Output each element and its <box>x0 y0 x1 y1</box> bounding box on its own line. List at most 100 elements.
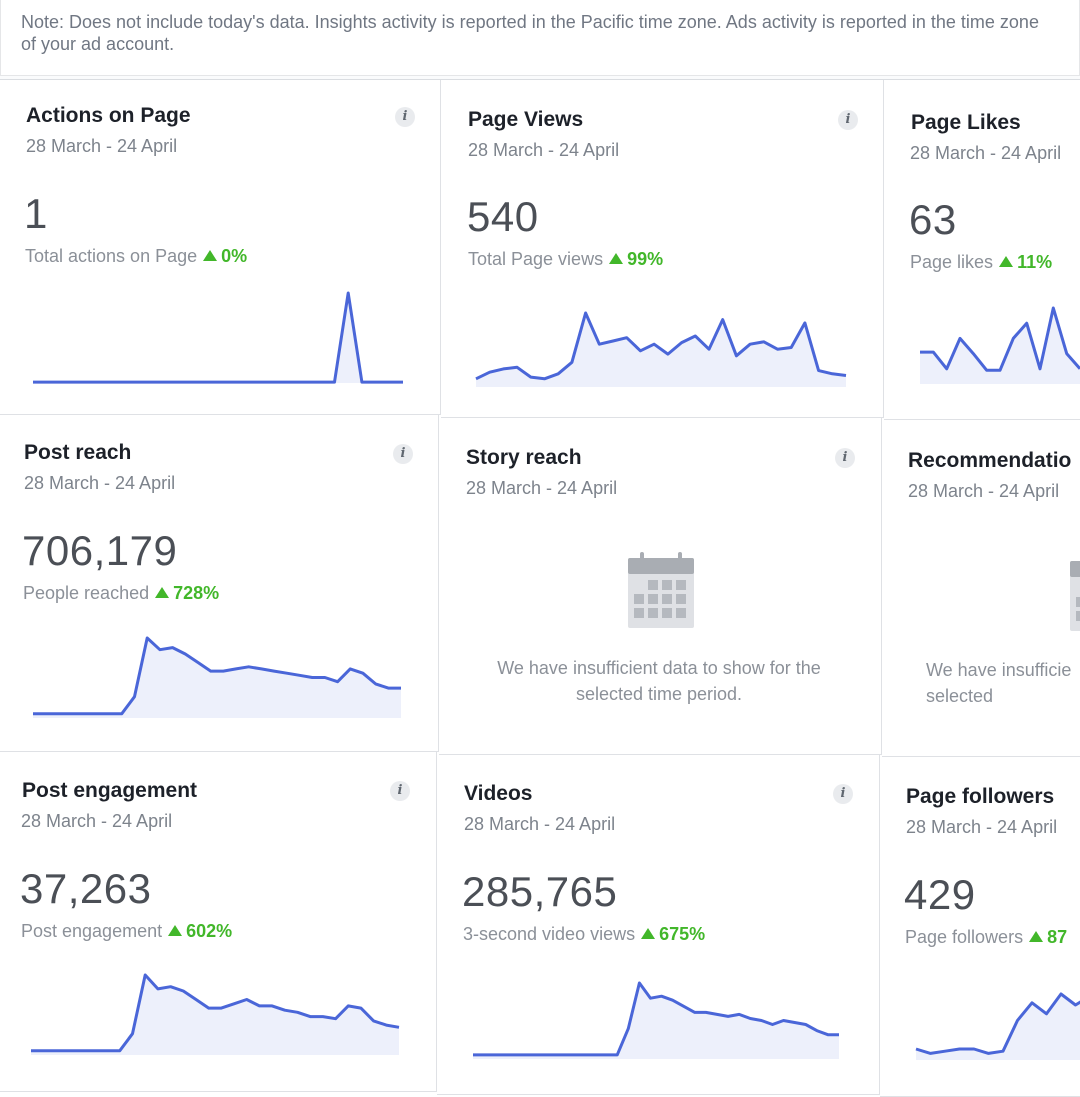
delta-badge: 728% <box>155 583 219 603</box>
metric-label: Page followers <box>905 927 1024 947</box>
card-post-reach[interactable]: Post reach 28 March - 24 April i 706,179… <box>0 415 439 752</box>
card-date: 28 March - 24 April <box>24 473 176 493</box>
card-title: Page followers <box>906 785 1055 808</box>
sparkline-area <box>920 308 1080 384</box>
metric-label: Page likes <box>910 252 994 272</box>
metric-label: 3-second video views <box>463 924 636 944</box>
sparkline-series <box>31 973 400 1053</box>
up-triangle-icon <box>641 928 656 939</box>
card-value: 540 <box>467 193 539 240</box>
card-date: 28 March - 24 April <box>908 481 1060 501</box>
card-story-reach[interactable]: Story reach 28 March - 24 April i We hav… <box>439 418 882 755</box>
card-value: 37,263 <box>20 865 152 912</box>
sparkline-series <box>33 291 403 384</box>
sparkline-series <box>920 306 1080 372</box>
card-page-likes[interactable]: Page Likes 28 March - 24 April 63 Page l… <box>884 80 1080 420</box>
up-triangle-icon <box>609 253 624 264</box>
card-metric: Post engagement 602% <box>21 921 232 942</box>
sparkline <box>33 291 403 384</box>
card-title: Recommendatio <box>908 449 1072 472</box>
card-metric: People reached 728% <box>23 583 219 604</box>
up-triangle-icon <box>1029 931 1044 942</box>
card-value: 63 <box>909 196 957 243</box>
card-metric: Page likes 11% <box>910 252 1052 273</box>
card-title: Post engagement <box>22 779 198 802</box>
sparkline-series <box>475 311 847 381</box>
delta-badge: 99% <box>609 249 663 269</box>
card-page-followers[interactable]: Page followers 28 March - 24 April 429 P… <box>880 757 1080 1097</box>
card-date: 28 March - 24 April <box>21 811 173 831</box>
info-icon[interactable]: i <box>835 448 855 468</box>
sparkline <box>33 636 401 718</box>
info-icon[interactable]: i <box>838 110 858 130</box>
metric-label: Total actions on Page <box>25 246 198 266</box>
calendar-icon <box>1070 561 1080 631</box>
card-value: 706,179 <box>22 527 178 574</box>
delta-value: 675% <box>659 924 706 944</box>
info-icon[interactable]: i <box>395 107 415 127</box>
delta-value: 11% <box>1017 252 1053 272</box>
delta-value: 99% <box>627 249 664 269</box>
sparkline-area <box>916 994 1080 1060</box>
card-metric: Page followers 87 <box>905 927 1067 948</box>
sparkline <box>473 981 839 1059</box>
metric-label: People reached <box>23 583 150 603</box>
card-value: 285,765 <box>462 868 618 915</box>
card-title: Post reach <box>24 441 132 464</box>
up-triangle-icon <box>999 256 1014 267</box>
calendar-icon <box>628 552 694 628</box>
card-date: 28 March - 24 April <box>466 478 618 498</box>
card-date: 28 March - 24 April <box>464 814 616 834</box>
info-icon[interactable]: i <box>393 444 413 464</box>
sparkline <box>920 306 1080 384</box>
delta-badge: 675% <box>641 924 705 944</box>
sparkline <box>31 973 400 1055</box>
card-recommendations[interactable]: Recommendatio 28 March - 24 April We hav… <box>882 420 1080 757</box>
sparkline-area <box>473 983 839 1059</box>
card-title: Page Likes <box>911 111 1021 134</box>
card-title: Page Views <box>468 108 584 131</box>
card-metric: Total Page views 99% <box>468 249 663 270</box>
sparkline-series <box>33 636 401 716</box>
info-icon[interactable]: i <box>390 781 410 801</box>
up-triangle-icon <box>203 250 218 261</box>
card-metric: 3-second video views 675% <box>463 924 705 945</box>
sparkline-area <box>31 975 399 1055</box>
up-triangle-icon <box>168 925 183 936</box>
card-value: 429 <box>904 871 976 918</box>
metric-label: Total Page views <box>468 249 604 269</box>
sparkline <box>475 311 847 387</box>
card-title: Actions on Page <box>26 104 191 127</box>
up-triangle-icon <box>155 587 170 598</box>
note-text: Note: Does not include today's data. Ins… <box>21 12 1039 54</box>
card-date: 28 March - 24 April <box>910 143 1062 163</box>
info-icon[interactable]: i <box>833 784 853 804</box>
card-post-engagement[interactable]: Post engagement 28 March - 24 April i 37… <box>0 752 437 1092</box>
empty-state-message: We have insufficie selected <box>926 660 1072 706</box>
note-box: Note: Does not include today's data. Ins… <box>0 0 1080 76</box>
sparkline-series <box>473 981 839 1057</box>
sparkline-series <box>915 992 1080 1055</box>
delta-value: 728% <box>173 583 220 603</box>
card-page-views[interactable]: Page Views 28 March - 24 April i 540 Tot… <box>441 80 884 418</box>
sparkline <box>915 992 1080 1060</box>
card-metric: Total actions on Page 0% <box>25 246 247 267</box>
note-bar: Note: Does not include today's data. Ins… <box>0 0 1080 80</box>
card-date: 28 March - 24 April <box>906 817 1058 837</box>
delta-value: 602% <box>186 921 233 941</box>
sparkline-area <box>33 638 401 718</box>
delta-badge: 602% <box>168 921 232 941</box>
delta-badge: 0% <box>203 246 247 266</box>
card-actions-on-page[interactable]: Actions on Page 28 March - 24 April i 1 … <box>0 80 441 415</box>
empty-state-message: We have insufficient data to show for th… <box>497 658 821 704</box>
delta-value: 87 <box>1047 927 1068 947</box>
metric-label: Post engagement <box>21 921 163 941</box>
card-value: 1 <box>24 190 48 237</box>
card-title: Story reach <box>466 446 582 469</box>
card-date: 28 March - 24 April <box>468 140 620 160</box>
delta-badge: 11% <box>999 252 1052 272</box>
card-videos[interactable]: Videos 28 March - 24 April i 285,765 3-s… <box>437 755 880 1095</box>
delta-badge: 87 <box>1029 927 1067 947</box>
card-title: Videos <box>464 782 533 805</box>
delta-value: 0% <box>221 246 248 266</box>
